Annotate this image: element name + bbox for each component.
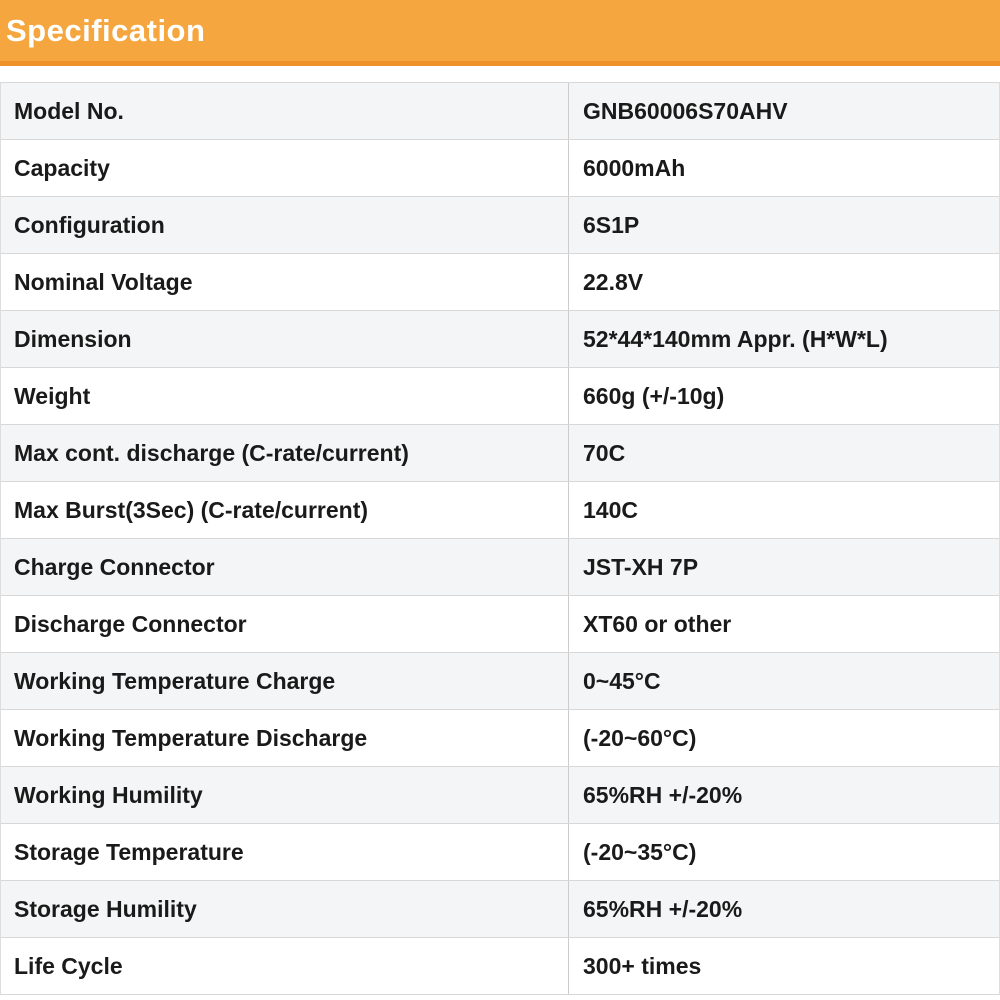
table-row: Weight 660g (+/-10g) — [1, 368, 999, 425]
spec-value: 6000mAh — [583, 154, 686, 181]
spec-label: Model No. — [1, 83, 569, 139]
spec-label: Capacity — [1, 140, 569, 196]
spec-value: 22.8V — [583, 268, 644, 295]
table-row: Storage Humility 65%RH +/-20% — [1, 881, 999, 938]
spec-value: 70C — [583, 439, 626, 466]
table-row: Life Cycle 300+ times — [1, 938, 999, 995]
spec-label: Charge Connector — [1, 539, 569, 595]
table-row: Charge Connector JST-XH 7P — [1, 539, 999, 596]
spec-label: Life Cycle — [1, 938, 569, 994]
table-row: Working Temperature Charge 0~45°C — [1, 653, 999, 710]
table-row: Discharge Connector XT60 or other — [1, 596, 999, 653]
spec-label: Working Humility — [1, 767, 569, 823]
spec-value: 6S1P — [583, 211, 640, 238]
spec-label: Max cont. discharge (C-rate/current) — [1, 425, 569, 481]
table-row: Capacity 6000mAh — [1, 140, 999, 197]
spec-value: 300+ times — [583, 952, 702, 979]
spec-label: Storage Temperature — [1, 824, 569, 880]
spec-value: JST-XH 7P — [583, 553, 699, 580]
spec-label: Dimension — [1, 311, 569, 367]
section-title: Specification — [6, 12, 206, 48]
table-row: Working Temperature Discharge (-20~60°C) — [1, 710, 999, 767]
table-row: Storage Temperature (-20~35°C) — [1, 824, 999, 881]
spec-label: Nominal Voltage — [1, 254, 569, 310]
spec-value: 140C — [583, 496, 638, 523]
spec-value: 0~45°C — [583, 667, 661, 694]
table-row: Model No. GNB60006S70AHV — [1, 83, 999, 140]
table-row: Working Humility 65%RH +/-20% — [1, 767, 999, 824]
spec-label: Weight — [1, 368, 569, 424]
table-row: Configuration 6S1P — [1, 197, 999, 254]
spec-label: Working Temperature Discharge — [1, 710, 569, 766]
spec-value: XT60 or other — [583, 610, 732, 637]
spec-value: 65%RH +/-20% — [583, 781, 743, 808]
spec-value: 660g (+/-10g) — [583, 382, 725, 409]
spec-label: Configuration — [1, 197, 569, 253]
spec-value: (-20~35°C) — [583, 838, 697, 865]
spec-value: GNB60006S70AHV — [583, 97, 788, 124]
table-row: Max Burst(3Sec) (C-rate/current) 140C — [1, 482, 999, 539]
spec-label: Storage Humility — [1, 881, 569, 937]
spec-value: (-20~60°C) — [583, 724, 697, 751]
section-header: Specification — [0, 0, 1000, 66]
spec-label: Discharge Connector — [1, 596, 569, 652]
table-row: Nominal Voltage 22.8V — [1, 254, 999, 311]
spec-label: Working Temperature Charge — [1, 653, 569, 709]
spec-value: 65%RH +/-20% — [583, 895, 743, 922]
spec-table: Model No. GNB60006S70AHV Capacity 6000mA… — [0, 82, 1000, 995]
spec-value: 52*44*140mm Appr. (H*W*L) — [583, 325, 888, 352]
table-row: Dimension 52*44*140mm Appr. (H*W*L) — [1, 311, 999, 368]
spec-label: Max Burst(3Sec) (C-rate/current) — [1, 482, 569, 538]
table-row: Max cont. discharge (C-rate/current) 70C — [1, 425, 999, 482]
